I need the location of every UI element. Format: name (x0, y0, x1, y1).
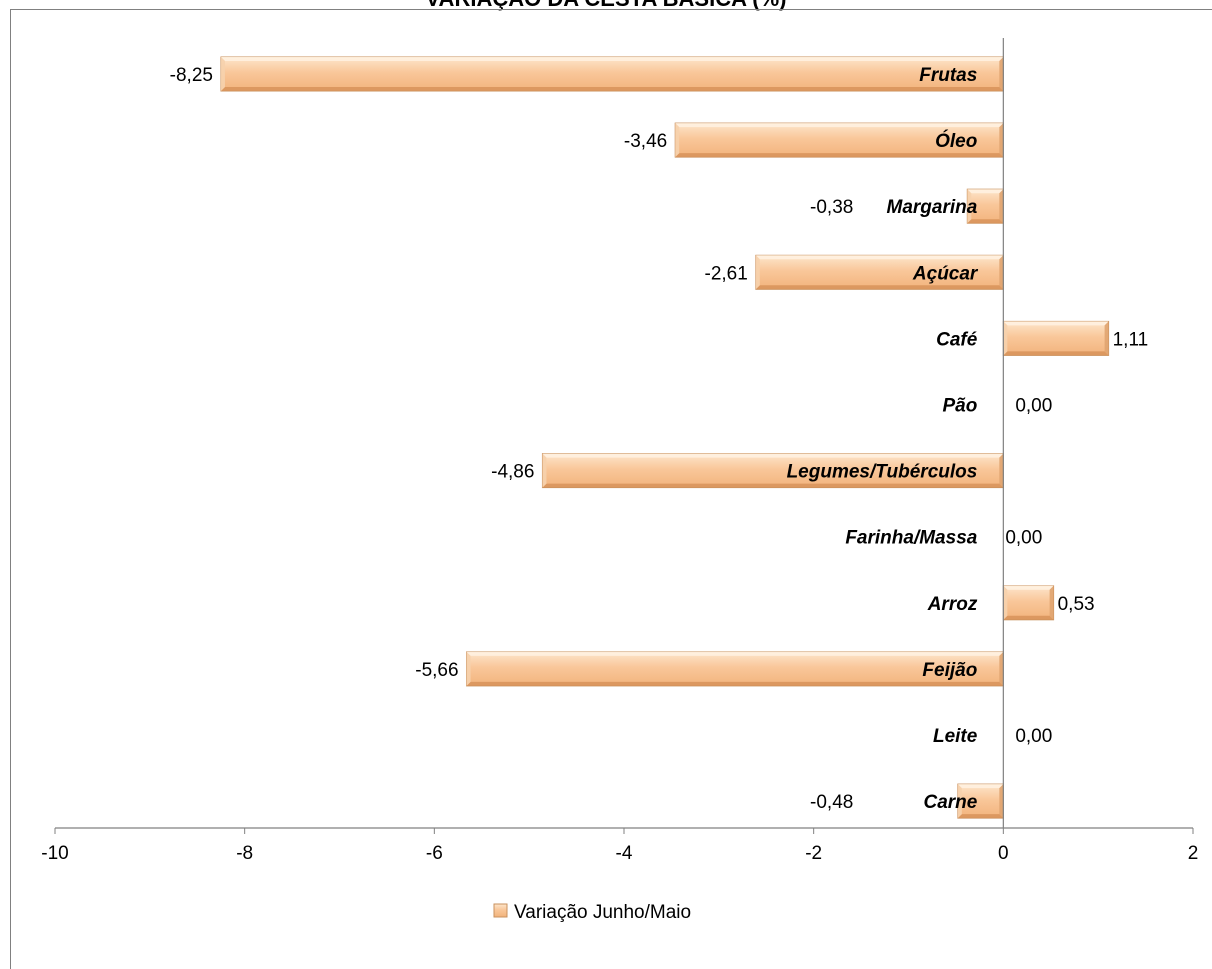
category-label: Pão (942, 396, 977, 417)
category-label: Arroz (927, 594, 978, 615)
data-label: -8,25 (170, 65, 213, 86)
bar (541, 453, 1004, 489)
x-tick-label: 2 (1188, 843, 1199, 864)
data-label: -0,48 (810, 792, 853, 813)
bar (1002, 320, 1110, 356)
chart-frame (10, 9, 1212, 969)
category-label: Farinha/Massa (845, 528, 977, 549)
category-label: Legumes/Tubérculos (787, 462, 978, 483)
x-tick-label: -2 (805, 843, 822, 864)
data-label: -2,61 (705, 263, 748, 284)
category-label: Carne (923, 792, 977, 813)
data-label: 0,00 (1015, 396, 1052, 417)
bar (957, 783, 1004, 819)
data-label: 1,11 (1113, 329, 1149, 350)
x-tick-label: -10 (41, 843, 68, 864)
bar (674, 122, 1004, 158)
data-label: -5,66 (415, 660, 458, 681)
category-label: Leite (933, 726, 978, 747)
legend-swatch (493, 903, 508, 918)
category-label: Café (936, 329, 978, 350)
data-label: 0,00 (1005, 528, 1042, 549)
category-label: Frutas (919, 65, 977, 86)
legend-label: Variação Junho/Maio (514, 902, 691, 923)
category-label: Óleo (935, 130, 977, 152)
x-tick-label: -4 (616, 843, 633, 864)
data-label: 0,53 (1058, 594, 1095, 615)
data-label: -3,46 (624, 131, 667, 152)
category-label: Feijão (922, 660, 977, 681)
bar (466, 651, 1004, 687)
bar (966, 188, 1004, 224)
x-tick-label: -8 (236, 843, 253, 864)
labels-layer: Frutas -8,25 Óleo -3,46 Margarina -0,38 Açúcar… (170, 65, 1149, 813)
legend: Variação Junho/Maio (493, 902, 691, 923)
category-label: Margarina (887, 197, 978, 218)
bar (220, 56, 1004, 92)
chart-title: VARIAÇÃO DA CESTA BÁSICA (%) (0, 0, 1212, 12)
bar (1002, 585, 1055, 621)
x-tick-label: -6 (426, 843, 443, 864)
category-label: Açúcar (912, 263, 979, 284)
bars-layer (220, 56, 1110, 819)
bar (755, 254, 1004, 290)
x-tick-label: 0 (998, 843, 1009, 864)
data-label: 0,00 (1015, 726, 1052, 747)
data-label: -4,86 (491, 462, 534, 483)
axis-layer: -10 -8 -6 -4 -2 0 2 (41, 38, 1198, 864)
data-label: -0,38 (810, 197, 853, 218)
